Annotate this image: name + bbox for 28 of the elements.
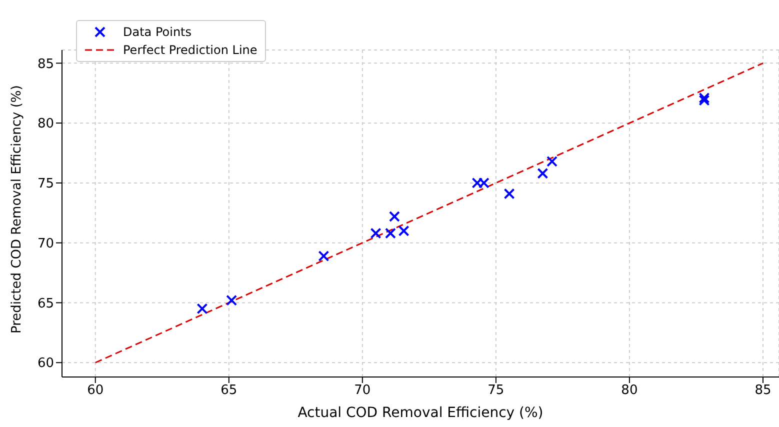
point	[388, 210, 400, 222]
point	[546, 156, 558, 167]
point	[196, 303, 208, 314]
point	[384, 228, 396, 239]
point	[226, 294, 238, 306]
x-tick-label: 60	[87, 383, 104, 398]
x-tick-label: 80	[621, 383, 638, 398]
point	[398, 225, 410, 236]
y-tick-label: 85	[37, 56, 54, 72]
x-axis-title: Actual COD Removal Efficiency (%)	[298, 405, 544, 421]
legend-label: Perfect Prediction Line	[123, 42, 258, 59]
point	[537, 168, 548, 179]
legend-label: Data Points	[123, 24, 192, 41]
y-tick-label: 60	[37, 356, 54, 372]
y-tick-label: 80	[37, 116, 54, 132]
y-tick-label: 75	[37, 176, 54, 192]
y-axis-title: Predicted COD Removal Efficiency (%)	[10, 85, 25, 334]
x-tick-label: 70	[354, 383, 371, 398]
point	[698, 94, 710, 106]
point	[318, 250, 330, 262]
x-tick-label: 75	[488, 383, 504, 398]
y-tick-label: 70	[37, 236, 54, 252]
y-tick-label: 65	[37, 296, 54, 312]
point	[504, 188, 515, 200]
x-tick-label: 65	[220, 383, 238, 398]
point	[370, 228, 382, 239]
x-tick-label: 85	[754, 383, 772, 398]
point	[698, 92, 710, 104]
